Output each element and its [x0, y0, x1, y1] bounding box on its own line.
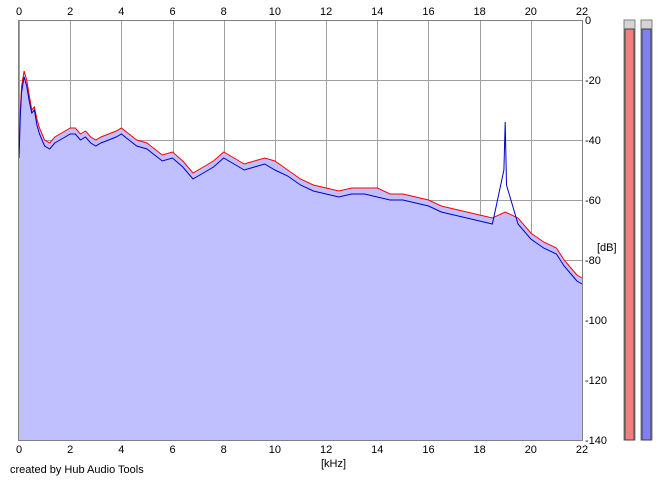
- y-tick-label: -60: [585, 195, 601, 207]
- x-tick-label-top: 22: [576, 6, 588, 18]
- y-tick-label: -40: [585, 135, 601, 147]
- x-tick-label-bottom: 22: [576, 444, 588, 456]
- level-meters: [623, 19, 653, 441]
- x-tick-labels-bottom: 0 2 4 6 8 10 12 14 16 18 20 22: [16, 444, 588, 456]
- x-tick-label-bottom: 0: [16, 444, 22, 456]
- level-meter-fill: [641, 28, 652, 441]
- y-tick-label: 0: [585, 15, 591, 27]
- x-tick-label-bottom: 10: [269, 444, 281, 456]
- x-tick-label-top: 12: [320, 6, 332, 18]
- x-tick-label-top: 14: [371, 6, 383, 18]
- x-tick-labels-top: 0 2 4 6 8 10 12 14 16 18 20 22: [16, 6, 588, 18]
- spectrum-area: [19, 71, 582, 440]
- spectrum-series: [18, 70, 583, 285]
- x-tick-label-bottom: 16: [422, 444, 434, 456]
- x-tick-label-top: 4: [118, 6, 124, 18]
- y-tick-label: -140: [585, 435, 607, 447]
- x-axis-label: [kHz]: [321, 458, 346, 470]
- y-tick-label: -80: [585, 255, 601, 267]
- x-tick-label-top: 0: [16, 6, 22, 18]
- x-tick-label-top: 16: [422, 6, 434, 18]
- x-tick-label-bottom: 18: [474, 444, 486, 456]
- x-tick-label-bottom: 8: [221, 444, 227, 456]
- x-tick-label-top: 18: [474, 6, 486, 18]
- x-tick-label-bottom: 2: [67, 444, 73, 456]
- y-tick-label: -120: [585, 375, 607, 387]
- x-tick-label-top: 20: [525, 6, 537, 18]
- y-tick-labels: 0 -20 -40 -60 -80 -100 -120 -140: [585, 15, 607, 447]
- y-tick-label: -20: [585, 75, 601, 87]
- spectrum-fill: [19, 71, 582, 440]
- series-line-1: [18, 70, 583, 279]
- x-tick-label-top: 6: [169, 6, 175, 18]
- x-tick-label-bottom: 20: [525, 444, 537, 456]
- plot-frame: [18, 20, 583, 441]
- x-tick-label-top: 8: [221, 6, 227, 18]
- y-tick-label: -100: [585, 315, 607, 327]
- x-tick-label-top: 10: [269, 6, 281, 18]
- x-tick-label-bottom: 12: [320, 444, 332, 456]
- series-line-2: [18, 76, 583, 285]
- y-axis-label: [dB]: [597, 242, 617, 254]
- credit-text: created by Hub Audio Tools: [10, 464, 144, 476]
- x-tick-label-top: 2: [67, 6, 73, 18]
- x-tick-label-bottom: 14: [371, 444, 383, 456]
- level-meter-fill: [624, 28, 635, 441]
- x-tick-label-bottom: 4: [118, 444, 124, 456]
- x-tick-label-bottom: 6: [169, 444, 175, 456]
